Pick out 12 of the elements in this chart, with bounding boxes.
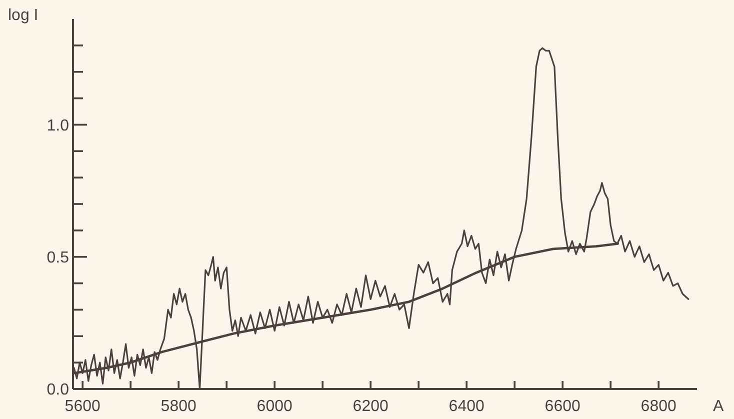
- x-tick-label: 5600: [64, 398, 100, 415]
- x-tick-label: 6800: [640, 398, 676, 415]
- y-tick-label: 1.0: [46, 117, 70, 134]
- y-tick-label: 0.5: [46, 249, 70, 266]
- x-tick-label: 5800: [160, 398, 196, 415]
- y-axis-title: log I: [8, 7, 38, 24]
- y-tick-label: 0.0: [46, 382, 70, 399]
- x-tick-label: 6600: [544, 398, 580, 415]
- x-tick-label: 6400: [448, 398, 484, 415]
- x-axis-title: A: [713, 398, 724, 415]
- x-tick-label: 6000: [256, 398, 292, 415]
- x-tick-label: 6200: [352, 398, 388, 415]
